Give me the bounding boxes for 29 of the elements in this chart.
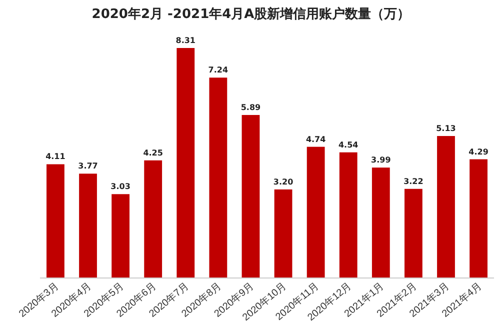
bar — [437, 136, 455, 278]
bar — [470, 159, 488, 278]
bar — [144, 160, 162, 278]
data-label: 7.24 — [208, 66, 228, 75]
bar — [112, 194, 130, 278]
bar — [79, 174, 97, 278]
data-label: 4.54 — [338, 140, 359, 150]
data-label: 3.77 — [78, 162, 98, 171]
bar — [242, 114, 260, 278]
chart-title: 2020年2月 -2021年4月A股新增信用账户数量（万） — [92, 6, 410, 22]
bar — [176, 48, 195, 278]
data-label: 5.13 — [436, 124, 456, 134]
data-label: 4.25 — [143, 148, 164, 158]
data-label: 3.99 — [371, 156, 392, 165]
data-label: 4.29 — [468, 147, 489, 156]
data-label: 4.74 — [306, 134, 326, 144]
data-label: 8.31 — [176, 36, 196, 45]
data-label: 3.22 — [404, 176, 424, 186]
bar — [274, 189, 292, 278]
data-label: 4.11 — [46, 152, 66, 162]
bar — [339, 152, 358, 278]
data-label: 3.03 — [110, 182, 130, 192]
bar — [209, 78, 228, 278]
bar — [404, 188, 422, 278]
bar — [46, 164, 64, 278]
data-label: 5.89 — [240, 102, 262, 112]
data-label: 3.20 — [273, 177, 294, 186]
bar — [306, 146, 325, 278]
bar — [372, 168, 390, 278]
